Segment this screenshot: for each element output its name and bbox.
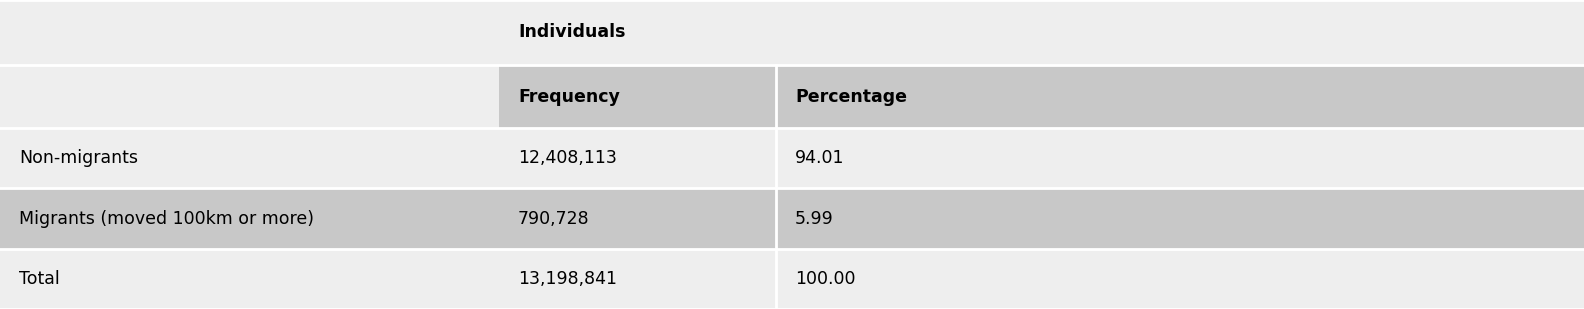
Bar bbox=[0, 249, 499, 309]
Bar bbox=[0, 188, 499, 249]
Text: 13,198,841: 13,198,841 bbox=[518, 270, 618, 288]
Bar bbox=[499, 188, 776, 249]
Bar bbox=[0, 65, 499, 128]
Text: 12,408,113: 12,408,113 bbox=[518, 149, 616, 167]
Bar bbox=[776, 65, 1584, 128]
Text: 94.01: 94.01 bbox=[795, 149, 844, 167]
Text: 5.99: 5.99 bbox=[795, 210, 833, 228]
Text: Individuals: Individuals bbox=[518, 23, 626, 41]
Text: 790,728: 790,728 bbox=[518, 210, 589, 228]
Text: 100.00: 100.00 bbox=[795, 270, 855, 288]
Bar bbox=[499, 249, 776, 309]
Text: Percentage: Percentage bbox=[795, 87, 908, 106]
Bar bbox=[776, 188, 1584, 249]
Text: Frequency: Frequency bbox=[518, 87, 619, 106]
Text: Total: Total bbox=[19, 270, 60, 288]
Bar bbox=[776, 249, 1584, 309]
Bar bbox=[499, 0, 1584, 65]
Bar bbox=[776, 128, 1584, 188]
Text: Non-migrants: Non-migrants bbox=[19, 149, 138, 167]
Bar bbox=[0, 128, 499, 188]
Text: Migrants (moved 100km or more): Migrants (moved 100km or more) bbox=[19, 210, 314, 228]
Bar bbox=[499, 128, 776, 188]
Bar bbox=[499, 65, 776, 128]
Bar bbox=[0, 0, 499, 65]
